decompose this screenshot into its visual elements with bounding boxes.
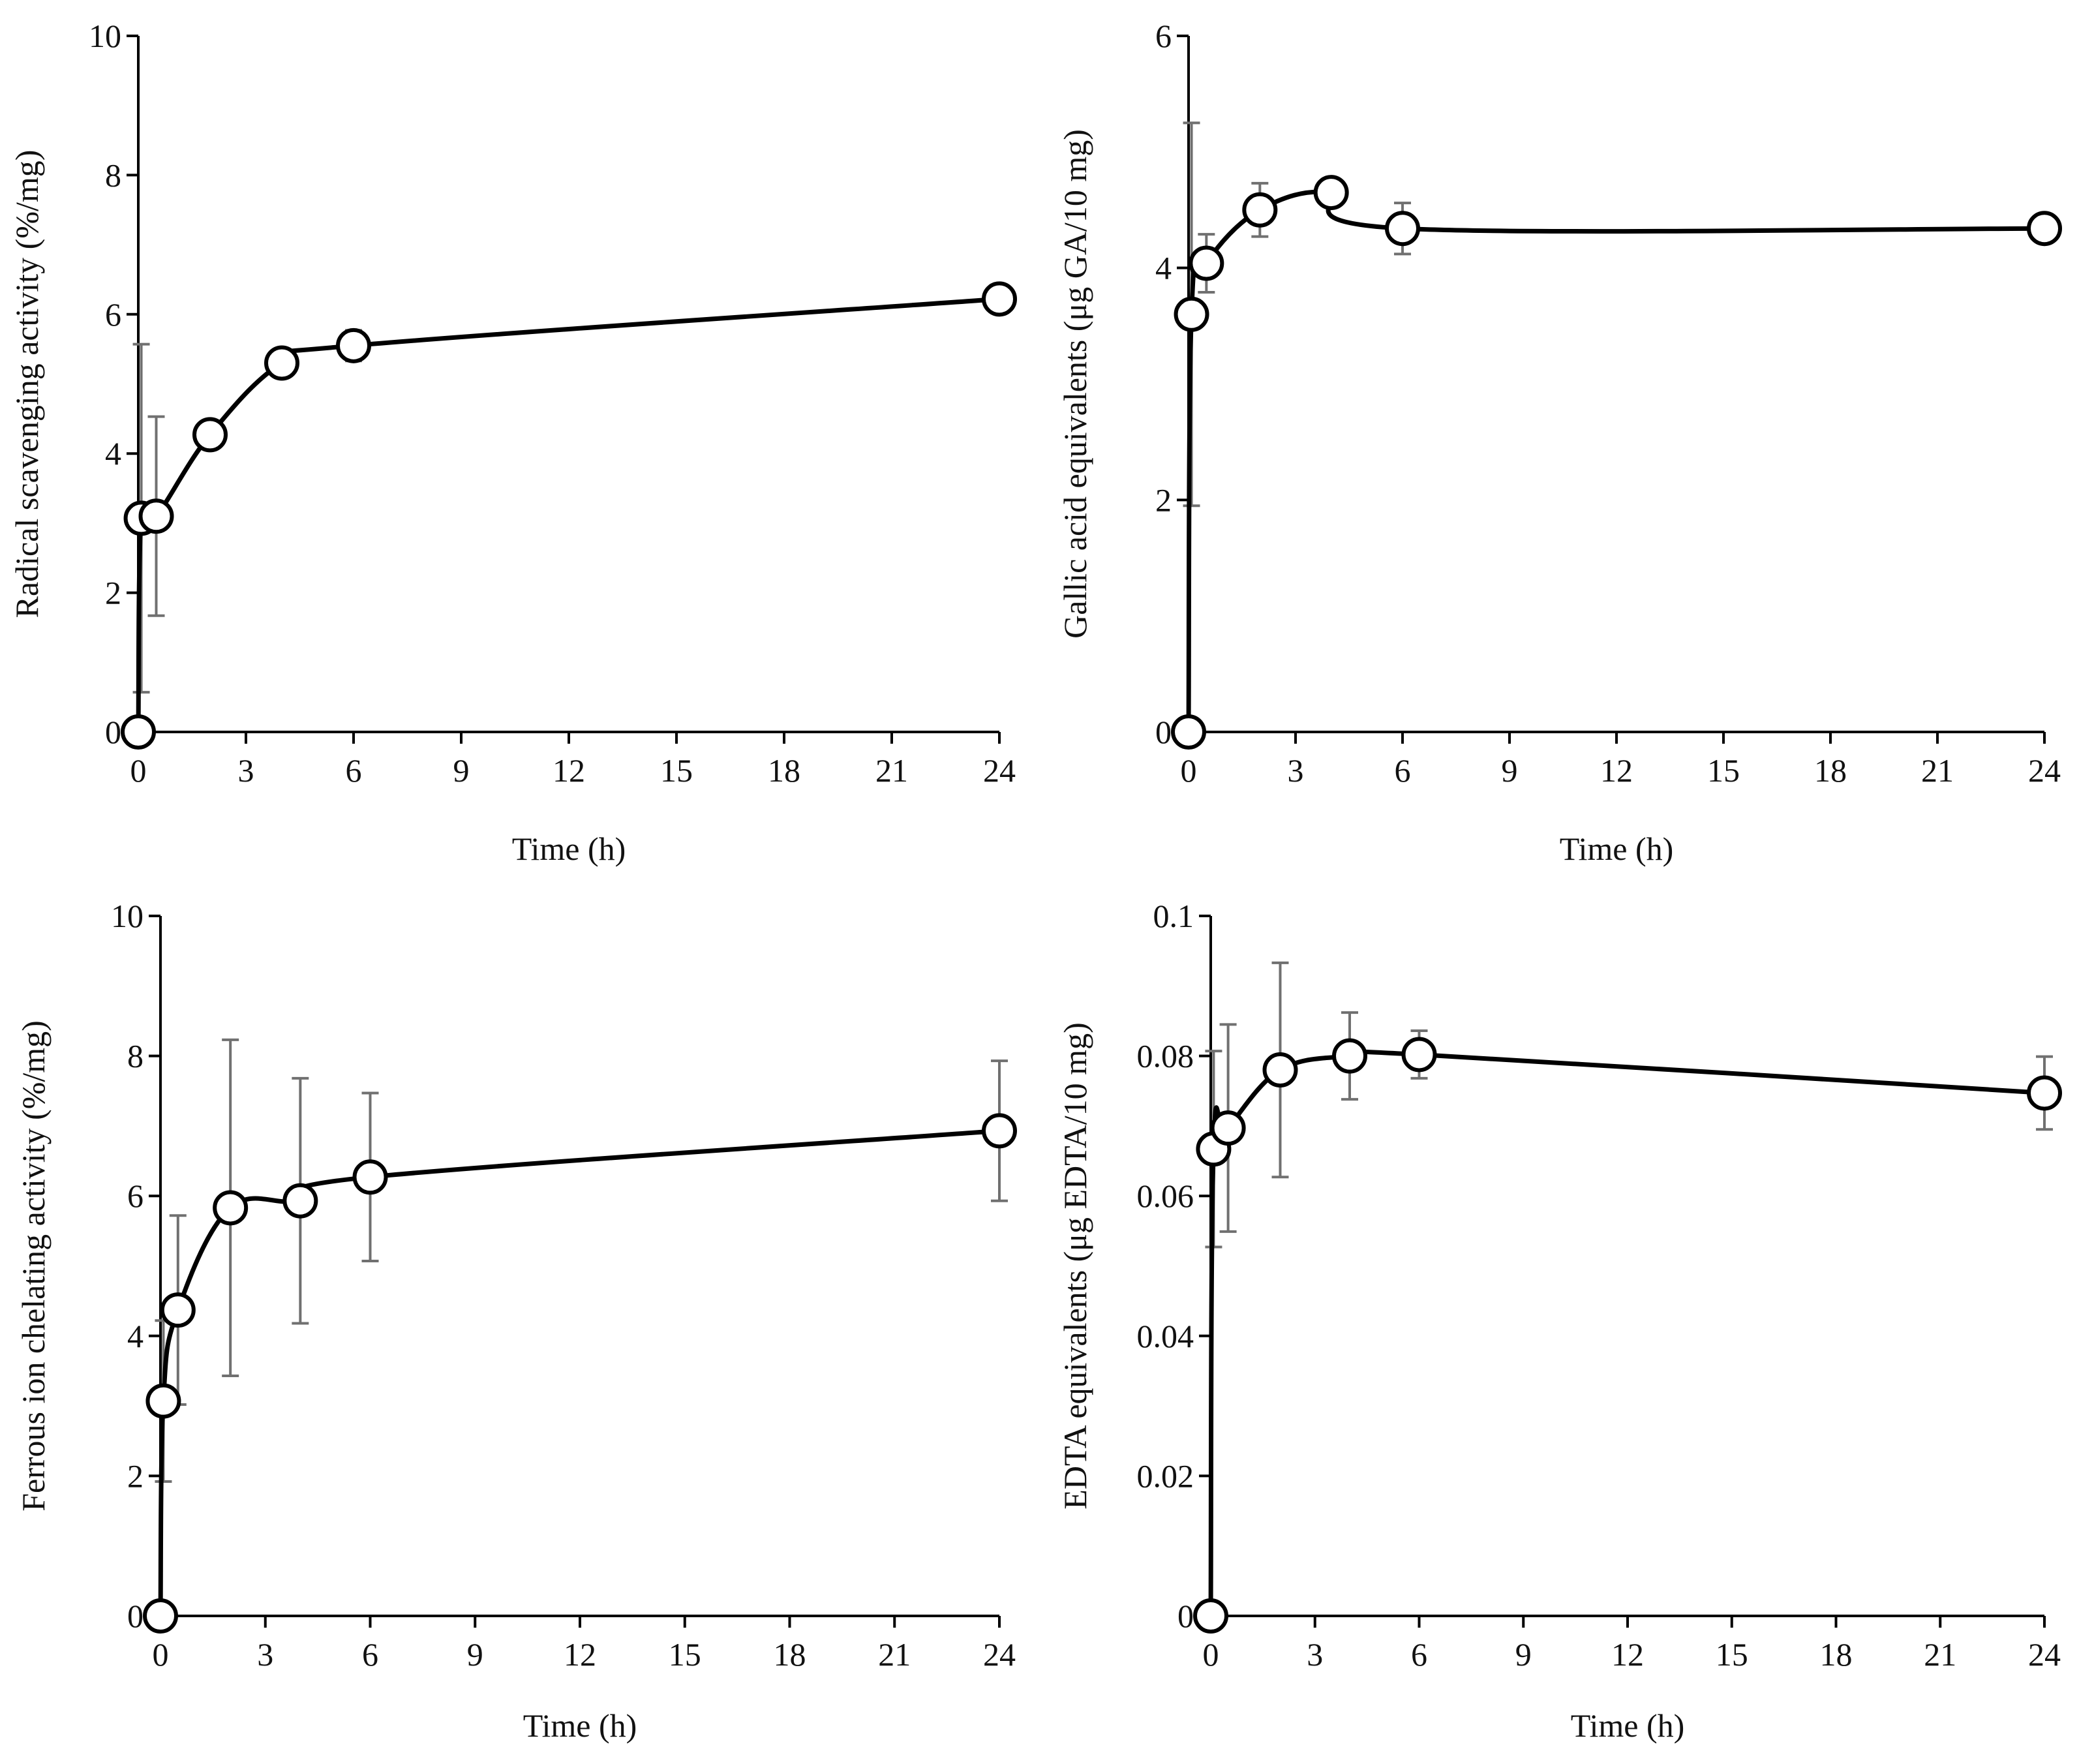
data-point [982,1113,1017,1149]
x-axis-title: Time (h) [523,1707,637,1744]
data-point [2027,1075,2062,1111]
y-tick-label: 6 [105,296,121,333]
x-tick-label: 0 [1181,752,1197,789]
x-tick-label: 21 [1921,752,1954,789]
data-point [264,345,299,381]
x-tick-label: 21 [1924,1636,1956,1673]
data-point [1174,296,1209,332]
x-tick-label: 18 [1814,752,1847,789]
y-axis-title: Radical scavenging activity (%/mg) [8,150,45,618]
data-point [192,417,228,453]
data-point [145,1383,181,1419]
x-tick-label: 18 [768,752,800,789]
y-tick-label: 0.1 [1153,898,1194,934]
x-tick-label: 15 [1707,752,1740,789]
x-tick-label: 18 [1820,1636,1853,1673]
x-tick-label: 0 [153,1636,169,1673]
x-tick-label: 3 [1307,1636,1323,1673]
x-tick-label: 18 [774,1636,806,1673]
data-point [2027,211,2062,247]
y-tick-label: 0.02 [1137,1457,1194,1494]
x-tick-label: 12 [1600,752,1633,789]
y-tick-label: 0 [127,1598,144,1634]
data-point [1171,714,1206,750]
y-tick-label: 0.06 [1137,1178,1194,1214]
x-tick-label: 0 [130,752,147,789]
x-tick-label: 3 [1288,752,1304,789]
x-tick-label: 24 [2028,1636,2061,1673]
x-tick-label: 9 [1502,752,1518,789]
data-point [1262,1052,1298,1088]
y-tick-label: 4 [127,1318,144,1354]
x-tick-label: 9 [1515,1636,1532,1673]
y-axis-title: Ferrous ion chelating activity (%/mg) [15,1020,52,1512]
y-tick-label: 8 [127,1038,144,1074]
x-tick-label: 6 [1395,752,1411,789]
data-point [282,1183,318,1219]
y-tick-label: 6 [127,1178,144,1214]
y-tick-label: 8 [105,157,121,193]
data-point [1242,192,1278,228]
data-point [143,1598,178,1634]
data-point [1313,175,1349,211]
data-point [982,281,1017,317]
x-axis-title: Time (h) [512,830,626,867]
x-tick-label: 3 [238,752,254,789]
data-point [352,1159,388,1195]
x-tick-label: 12 [553,752,585,789]
x-tick-label: 3 [257,1636,273,1673]
x-tick-label: 9 [467,1636,483,1673]
data-point [121,714,156,750]
data-point [213,1190,249,1226]
y-tick-label: 4 [1155,250,1172,286]
x-axis-title: Time (h) [1560,830,1674,867]
data-point [138,498,174,534]
data-point [1401,1037,1437,1072]
data-point [1385,211,1420,247]
data-point [1332,1038,1367,1074]
x-tick-label: 12 [564,1636,596,1673]
x-tick-label: 24 [2028,752,2061,789]
y-tick-label: 0 [105,714,121,750]
x-tick-label: 15 [669,1636,701,1673]
y-tick-label: 0 [1177,1598,1194,1634]
y-tick-label: 6 [1155,18,1172,54]
data-point [1210,1110,1246,1146]
y-tick-label: 0 [1155,714,1172,750]
series-line [1186,189,2047,735]
x-axis-title: Time (h) [1571,1707,1685,1744]
data-point [1193,1598,1228,1634]
y-tick-label: 2 [1155,481,1172,518]
y-tick-label: 0.04 [1137,1318,1194,1354]
data-point [336,327,371,363]
y-tick-label: 2 [105,575,121,611]
data-point [160,1292,196,1328]
y-tick-label: 0.08 [1137,1038,1194,1074]
x-tick-label: 6 [362,1636,378,1673]
x-tick-label: 15 [1716,1636,1748,1673]
y-tick-label: 2 [127,1457,144,1494]
x-tick-label: 9 [453,752,470,789]
data-point [1189,245,1224,281]
y-axis-title: EDTA equivalents (μg EDTA/10 mg) [1057,1022,1093,1509]
x-tick-label: 0 [1203,1636,1219,1673]
x-tick-label: 21 [875,752,908,789]
x-tick-label: 6 [1411,1636,1427,1673]
y-axis-title: Gallic acid equivalents (μg GA/10 mg) [1057,129,1093,639]
x-tick-label: 24 [983,1636,1016,1673]
y-tick-label: 10 [89,18,121,54]
chart-panel-4: 0 0.02 0.04 0.06 0.08 0.1 0 3 6 9 12 15 18 21 24 Time (… [1057,898,2062,1744]
x-tick-label: 12 [1611,1636,1644,1673]
x-tick-label: 21 [878,1636,911,1673]
y-tick-label: 4 [105,435,121,472]
y-tick-label: 10 [111,898,144,934]
x-tick-label: 24 [983,752,1016,789]
x-tick-label: 15 [660,752,693,789]
x-tick-label: 6 [346,752,362,789]
